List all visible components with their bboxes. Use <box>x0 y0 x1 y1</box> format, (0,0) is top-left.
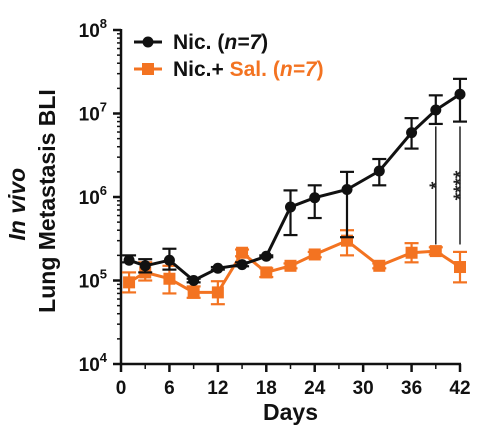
data-point <box>373 259 386 272</box>
y-axis-title: In vivo Lung Metastasis BLI <box>4 89 60 313</box>
y-tick-label: 107 <box>79 100 107 126</box>
data-point <box>236 246 249 259</box>
data-point <box>309 192 321 204</box>
legend-label: Nic.+ Sal. (n=7) <box>173 58 324 81</box>
x-tick-label: 18 <box>256 378 277 399</box>
x-tick-label: 12 <box>207 378 228 399</box>
y-tick-exponent: 4 <box>100 350 108 365</box>
legend-marker <box>142 63 154 75</box>
legend: Nic. (n=7)Nic.+ Sal. (n=7) <box>134 31 324 81</box>
legend-label-part: Sal. ( <box>230 58 280 81</box>
x-tick-label: 36 <box>401 378 422 399</box>
data-point <box>163 272 176 285</box>
x-tick-label: 24 <box>304 378 326 399</box>
y-tick-label: 106 <box>79 183 107 209</box>
y-axis-title-line1: In vivo <box>4 168 30 241</box>
data-point <box>212 262 224 274</box>
legend-label-part: n=7 <box>280 58 318 81</box>
x-tick-label: 30 <box>353 378 374 399</box>
data-point <box>405 246 418 259</box>
y-tick-exponent: 6 <box>100 183 107 198</box>
data-point <box>454 261 466 274</box>
data-point <box>308 248 321 261</box>
data-point <box>260 266 273 279</box>
data-point <box>373 165 385 177</box>
data-point <box>211 286 224 299</box>
data-point <box>260 250 272 262</box>
y-tick-base: 10 <box>79 21 100 42</box>
data-point <box>341 183 353 195</box>
data-point <box>236 259 248 271</box>
series-layer <box>122 77 467 306</box>
significance-label: * <box>427 181 448 189</box>
x-tick-label: 0 <box>116 378 127 399</box>
legend-label-part: Nic.+ <box>173 58 230 81</box>
data-point <box>284 259 297 272</box>
data-point <box>429 245 442 258</box>
y-tick-label: 104 <box>79 350 108 376</box>
y-tick-base: 10 <box>79 355 100 376</box>
y-axis-title-line2: Lung Metastasis BLI <box>34 89 60 313</box>
data-point <box>285 201 296 213</box>
y-tick-exponent: 8 <box>100 16 107 31</box>
legend-label-part: ) <box>261 31 268 54</box>
y-tick-base: 10 <box>79 188 100 209</box>
data-point <box>454 88 466 100</box>
series-1 <box>122 229 467 306</box>
x-tick-label: 6 <box>164 378 175 399</box>
data-point <box>163 254 175 266</box>
y-tick-base: 10 <box>79 272 100 293</box>
data-point <box>123 276 136 289</box>
y-tick-label: 108 <box>79 16 107 42</box>
legend-label: Nic. (n=7) <box>173 31 268 54</box>
y-tick-exponent: 5 <box>100 267 107 282</box>
data-point <box>187 286 200 299</box>
data-point <box>406 127 418 139</box>
legend-label-part: n=7 <box>224 31 262 54</box>
data-point <box>123 254 135 266</box>
x-tick-label: 42 <box>449 378 470 399</box>
significance-markers: * **** <box>427 126 472 245</box>
legend-label-part: ) <box>317 58 324 81</box>
data-point <box>188 275 200 286</box>
y-tick-exponent: 7 <box>100 100 107 115</box>
x-axis-title: Days <box>263 399 318 425</box>
legend-marker <box>142 36 154 48</box>
legend-label-part: Nic. ( <box>173 31 224 54</box>
data-point <box>430 104 442 116</box>
significance-label: **** <box>451 170 472 200</box>
y-tick-base: 10 <box>79 105 100 126</box>
y-tick-label: 105 <box>79 267 107 293</box>
series-0 <box>122 77 467 286</box>
data-point <box>139 260 151 272</box>
